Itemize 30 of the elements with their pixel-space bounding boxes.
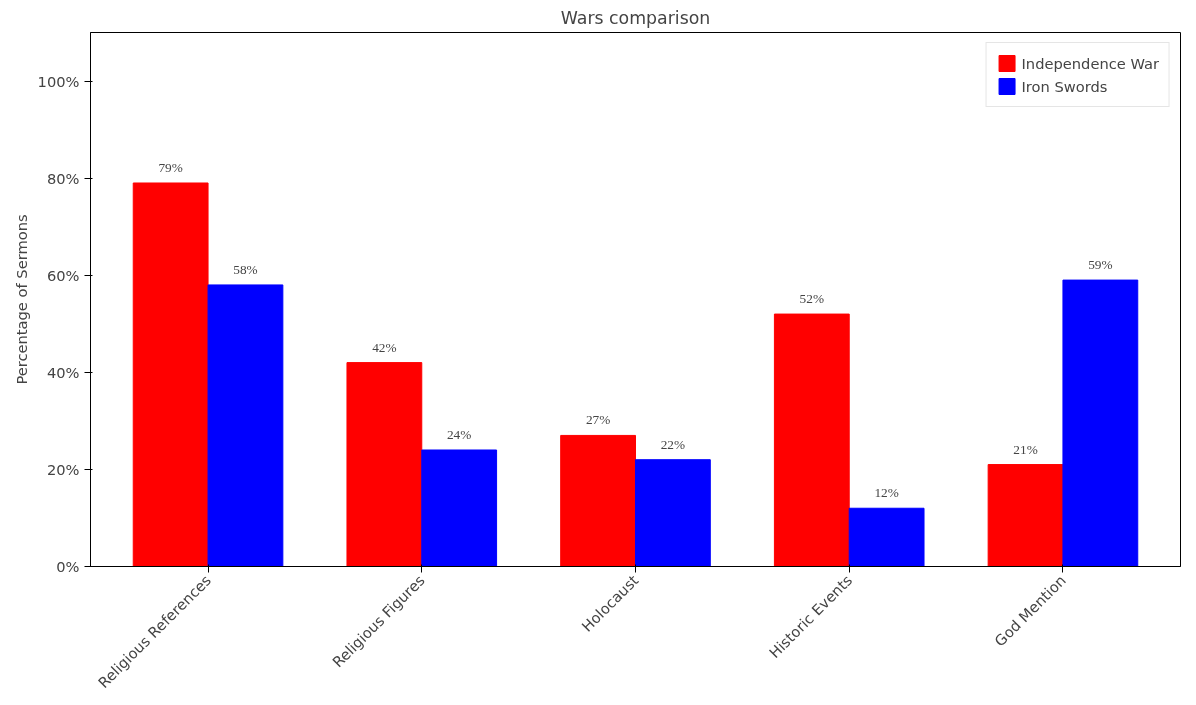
bar <box>132 182 209 567</box>
y-axis-title: Percentage of Sermons <box>12 214 30 385</box>
legend-label: Independence War <box>1021 54 1159 72</box>
bar <box>560 434 636 567</box>
data-label: 59% <box>1088 257 1113 273</box>
data-label: 79% <box>158 159 183 175</box>
bar <box>1062 279 1139 567</box>
y-tick-label: 100% <box>37 72 80 90</box>
chart-title: Wars comparison <box>560 7 711 28</box>
data-label: 12% <box>874 485 899 501</box>
bar <box>635 459 711 567</box>
data-label: 22% <box>660 436 686 452</box>
data-label: 42% <box>372 339 397 355</box>
bar <box>207 284 284 567</box>
y-tick-label: 80% <box>46 169 80 187</box>
bar <box>987 464 1064 567</box>
bar <box>346 362 423 567</box>
data-label: 52% <box>799 291 825 307</box>
data-label: 58% <box>233 261 258 277</box>
legend-label: Iron Swords <box>1021 77 1108 95</box>
bar <box>421 449 498 567</box>
data-label: 24% <box>446 426 472 442</box>
y-tick-label: 20% <box>46 460 80 478</box>
y-tick-label: 40% <box>46 363 80 381</box>
y-tick-label: 60% <box>46 266 80 284</box>
y-tick-label: 0% <box>56 558 80 575</box>
bar <box>848 507 925 567</box>
data-label: 21% <box>1013 441 1038 457</box>
data-label: 27% <box>585 412 611 428</box>
bar <box>773 313 850 567</box>
